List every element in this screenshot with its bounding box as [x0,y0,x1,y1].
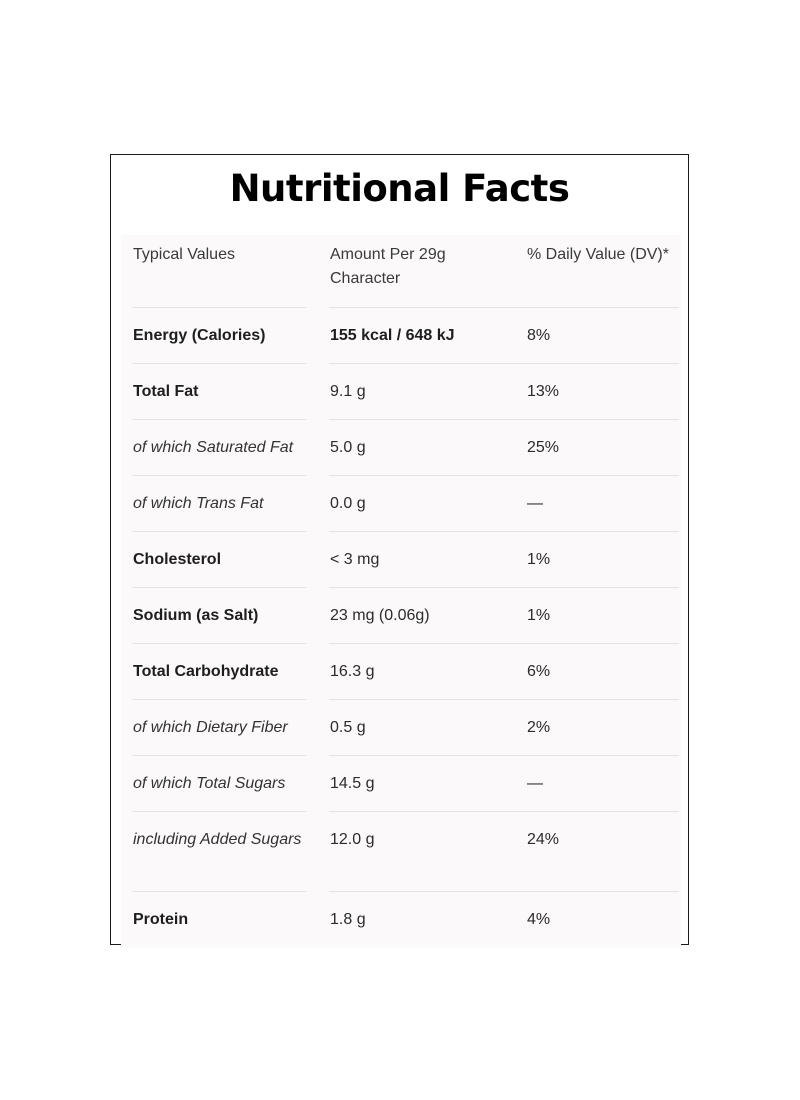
nutrient-daily-value: 25% [527,439,560,456]
row-divider [132,531,306,532]
nutrient-label: Cholesterol [133,551,222,568]
row-divider [132,643,306,644]
table-header-row: Typical Values Amount Per 29g Character … [121,235,681,308]
nutrient-amount: 14.5 g [330,775,375,792]
nutrient-label: Total Carbohydrate [133,663,279,680]
table-row: Sodium (as Salt) 23 mg (0.06g) 1% [121,588,681,644]
row-divider [329,363,679,364]
nutrient-amount: < 3 mg [330,551,380,568]
nutrient-label: Protein [133,911,189,928]
row-divider [329,643,679,644]
row-divider [329,307,679,308]
nutrient-label: of which Total Sugars [133,775,286,792]
header-amount: Amount Per 29g Character [330,246,446,287]
row-divider [329,531,679,532]
nutrient-amount: 155 kcal / 648 kJ [330,327,455,344]
nutrient-daily-value: 4% [527,911,551,928]
table-row: of which Dietary Fiber 0.5 g 2% [121,700,681,756]
header-daily-value: % Daily Value (DV)* [527,246,669,263]
header-typical-values: Typical Values [133,246,235,263]
nutrient-amount: 12.0 g [330,831,375,848]
nutrient-label: of which Dietary Fiber [133,719,288,736]
nutrition-facts-panel: Nutritional Facts Typical Values Amount … [110,154,689,948]
row-divider [132,419,306,420]
nutrient-amount: 0.0 g [330,495,366,512]
nutrient-daily-value: 8% [527,327,551,344]
nutrient-daily-value: 6% [527,663,551,680]
nutrient-amount: 9.1 g [330,383,366,400]
row-divider [132,811,306,812]
nutrient-amount: 0.5 g [330,719,366,736]
nutrient-label: Sodium (as Salt) [133,607,259,624]
nutrient-amount: 5.0 g [330,439,366,456]
nutrient-label: of which Trans Fat [133,495,264,512]
row-divider [329,419,679,420]
nutrient-daily-value: 1% [527,551,551,568]
nutrition-table: Typical Values Amount Per 29g Character … [121,235,681,948]
row-divider [329,587,679,588]
row-divider [132,363,306,364]
nutrient-daily-value: 13% [527,383,560,400]
row-divider [329,891,679,892]
table-row: Protein 1.8 g 4% [121,892,681,948]
row-divider [132,475,306,476]
table-row: Energy (Calories) 155 kcal / 648 kJ 8% [121,308,681,364]
table-row: of which Trans Fat 0.0 g — [121,476,681,532]
row-divider [329,811,679,812]
nutrient-amount: 16.3 g [330,663,375,680]
nutrient-amount: 1.8 g [330,911,366,928]
nutrient-daily-value: 24% [527,831,560,848]
nutrient-label: including Added Sugars [133,831,302,848]
row-divider [132,891,306,892]
row-divider [132,699,306,700]
table-row: of which Saturated Fat 5.0 g 25% [121,420,681,476]
table-row: of which Total Sugars 14.5 g — [121,756,681,812]
table-row: Total Carbohydrate 16.3 g 6% [121,644,681,700]
table-row: including Added Sugars 12.0 g 24% [121,812,681,892]
row-divider [132,755,306,756]
nutrient-label: Energy (Calories) [133,327,266,344]
nutrient-daily-value: 2% [527,719,551,736]
row-divider [132,587,306,588]
row-divider [329,475,679,476]
nutrient-label: of which Saturated Fat [133,439,294,456]
nutrient-daily-value: 1% [527,607,551,624]
row-divider [329,699,679,700]
table-row: Cholesterol < 3 mg 1% [121,532,681,588]
page-title: Nutritional Facts [229,167,570,210]
row-divider [132,307,306,308]
nutrient-daily-value: — [527,775,543,792]
table-row: Total Fat 9.1 g 13% [121,364,681,420]
nutrient-amount: 23 mg (0.06g) [330,607,430,624]
nutrient-daily-value: — [527,495,543,512]
nutrient-label: Total Fat [133,383,199,400]
row-divider [329,755,679,756]
